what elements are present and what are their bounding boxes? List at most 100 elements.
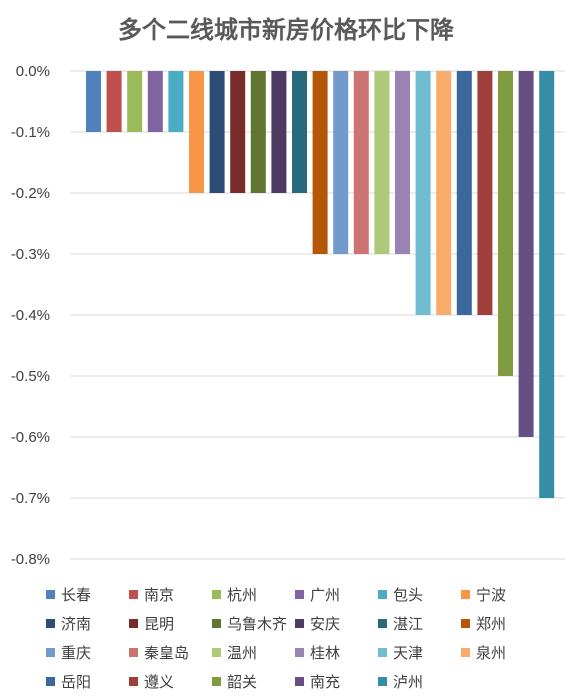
bar-15 [374,71,390,254]
legend-swatch [212,648,221,657]
legend-item: 南充 [295,671,378,692]
legend-item: 泸州 [378,671,461,692]
legend-item: 泉州 [461,642,544,663]
legend-swatch [129,619,138,628]
legend-label: 岳阳 [61,673,92,691]
bar-11 [292,71,307,193]
legend-swatch [129,648,138,657]
bar-7 [209,71,225,193]
bar-1 [86,71,101,132]
bar-9 [250,71,266,193]
legend-item: 昆明 [129,613,212,634]
legend-label: 桂林 [310,644,341,662]
legend-item: 安庆 [295,613,378,634]
legend-label: 安庆 [310,615,341,633]
legend-label: 宁波 [476,586,507,604]
legend-label: 广州 [310,586,341,604]
legend-label: 重庆 [61,644,92,662]
legend-swatch [129,677,138,686]
legend-swatch [295,590,304,599]
bar-19 [456,71,472,315]
legend-label: 杭州 [227,586,258,604]
legend-label: 乌鲁木齐 [227,615,288,633]
legend-item: 杭州 [212,584,295,605]
bar-6 [189,71,204,193]
legend-label: 天津 [393,644,424,662]
legend-row: 岳阳 遵义 韶关 南充 泸州 [46,667,566,696]
legend-swatch [295,648,304,657]
legend-item: 韶关 [212,671,295,692]
y-tick-label: -0.4% [11,307,50,324]
legend-swatch [461,619,470,628]
legend-item: 桂林 [295,642,378,663]
y-tick-label: -0.8% [11,551,50,568]
y-tick-label: -0.5% [11,368,50,385]
legend-item: 长春 [46,584,129,605]
legend-item: 宁波 [461,584,544,605]
legend-item: 秦皇岛 [129,642,212,663]
legend-item: 济南 [46,613,129,634]
legend-swatch [212,590,221,599]
bar-2 [106,71,122,132]
bar-12 [312,71,328,254]
legend-item: 湛江 [378,613,461,634]
legend-row: 重庆 秦皇岛 温州 桂林 天津 泉州 [46,638,566,667]
legend-label: 泸州 [393,673,424,691]
legend-item: 重庆 [46,642,129,663]
legend-item: 郑州 [461,613,544,634]
legend-item: 温州 [212,642,295,663]
bar-8 [230,71,246,193]
legend-label: 秦皇岛 [144,644,190,662]
bar-10 [271,71,287,193]
legend-swatch [378,590,387,599]
y-tick-label: -0.2% [11,185,50,202]
legend-label: 遵义 [144,673,175,691]
bar-4 [147,71,163,132]
legend-item: 岳阳 [46,671,129,692]
legend-label: 泉州 [476,644,507,662]
bar-20 [477,71,493,315]
legend-swatch [295,677,304,686]
legend-row: 长春 南京 杭州 广州 包头 宁波 [46,580,566,609]
legend-swatch [295,619,304,628]
bar-22 [518,71,534,437]
bars [86,71,555,498]
legend-label: 郑州 [476,615,507,633]
legend-swatch [46,648,55,657]
bar-5 [168,71,184,132]
legend-item: 包头 [378,584,461,605]
y-tick-label: -0.1% [11,124,50,141]
bar-14 [353,71,369,254]
legend-swatch [129,590,138,599]
legend-label: 昆明 [144,615,175,633]
legend-label: 包头 [393,586,424,604]
legend-swatch [378,677,387,686]
legend-label: 韶关 [227,673,258,691]
legend-label: 湛江 [393,615,424,633]
bar-3 [127,71,143,132]
legend-swatch [378,648,387,657]
legend-item: 乌鲁木齐 [212,613,295,634]
legend-swatch [212,619,221,628]
bar-18 [436,71,452,315]
y-tick-label: -0.6% [11,429,50,446]
legend-swatch [461,648,470,657]
bar-13 [333,71,349,254]
legend-swatch [46,619,55,628]
bar-16 [395,71,410,254]
legend-item: 天津 [378,642,461,663]
legend-swatch [378,619,387,628]
bar-23 [539,71,555,498]
legend-label: 济南 [61,615,92,633]
legend-row: 济南 昆明 乌鲁木齐 安庆 湛江 郑州 [46,609,566,638]
legend: 长春 南京 杭州 广州 包头 宁波 济南 昆明 乌鲁木齐 安庆 湛江 郑州 重庆 秦皇岛 温州 桂林 天津 泉州岳… [46,580,566,696]
legend-label: 温州 [227,644,258,662]
legend-swatch [461,590,470,599]
chart-title: 多个二线城市新房价格环比下降 [118,15,454,44]
legend-item: 广州 [295,584,378,605]
legend-label: 长春 [61,586,92,604]
legend-swatch [212,677,221,686]
bar-17 [415,71,431,315]
legend-swatch [46,590,55,599]
